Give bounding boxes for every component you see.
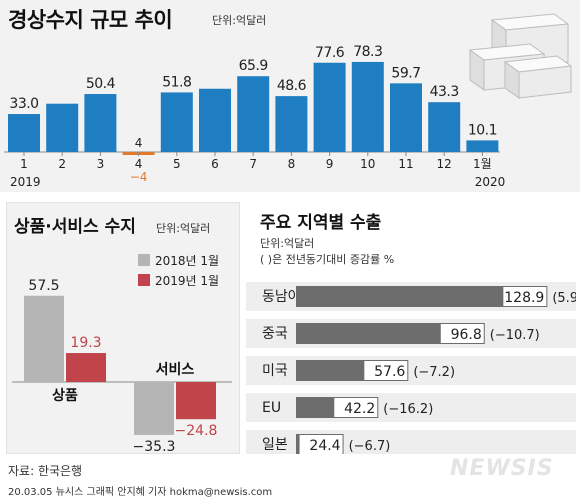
bar-value-label: −24.8 [175, 423, 218, 439]
x-tick-label: 8 [288, 157, 296, 171]
x-tick-label: 1 [20, 157, 28, 171]
region-label: 중국 [262, 326, 288, 342]
bar-month-2 [46, 103, 79, 152]
x-tick-label: 10 [360, 157, 375, 171]
bar-month-11 [390, 83, 422, 152]
panel-title: 주요 지역별 수출 [260, 213, 382, 233]
value-label: 51.8 [162, 74, 191, 90]
x-tick-label: 9 [326, 157, 334, 171]
value-box [299, 435, 343, 454]
category-label: 서비스 [156, 362, 195, 378]
bar-month-8 [275, 96, 308, 152]
bar-month-9 [313, 62, 346, 153]
x-tick-label: 7 [249, 157, 257, 171]
credit-line: 20.03.05 뉴시스 그래픽 안지혜 기자 hokma@newsis.com [8, 487, 273, 498]
region-label: 일본 [262, 437, 288, 453]
x-tick-label: 6 [211, 157, 219, 171]
legend-label: 2019년 1월 [155, 274, 219, 288]
bar-month-7 [237, 76, 270, 152]
bar-서비스-1 [176, 382, 216, 420]
region-label: 미국 [262, 363, 288, 379]
panel-note: ( )은 전년동기대비 증감률 % [260, 253, 394, 266]
value-label: 77.6 [315, 45, 345, 61]
bar-서비스-0 [134, 382, 174, 435]
bar-month-13 [466, 140, 499, 152]
bar-month-10 [351, 61, 384, 152]
bar-month-5 [160, 92, 193, 152]
bar-month-6 [199, 88, 231, 152]
export-value-label: 57.6 [374, 364, 405, 380]
bar-month-3 [84, 94, 117, 152]
change-label: (−6.7) [349, 439, 391, 454]
export-bar-1 [296, 323, 485, 344]
year-label: 2019 [10, 175, 41, 189]
newsis-logo: NEWSIS [450, 456, 554, 481]
category-label: 상품 [52, 388, 78, 404]
bar-value-label: −35.3 [133, 439, 176, 454]
export-bar-0 [296, 286, 548, 307]
panel-unit: 단위:억달러 [260, 237, 314, 250]
value-box [440, 324, 484, 343]
bar-value-label: 57.5 [28, 278, 59, 294]
main-unit: 단위:억달러 [212, 14, 267, 27]
value-label: 48.6 [277, 78, 307, 94]
x-tick-label: 11 [398, 157, 413, 171]
value-label: 65.9 [239, 58, 268, 74]
change-label: (−7.2) [413, 365, 455, 380]
value-label: 33.0 [9, 96, 38, 112]
export-value-label: 96.8 [451, 327, 482, 343]
value-box [334, 398, 378, 417]
value-box [364, 361, 408, 380]
value-label: 10.1 [468, 122, 497, 138]
x-tick-label: 2 [58, 157, 66, 171]
value-label: 50.4 [86, 76, 116, 92]
x-tick-label: 12 [437, 157, 452, 171]
legend-swatch [138, 274, 150, 286]
value-box [503, 287, 547, 306]
money-boxes-illustration [468, 13, 573, 99]
x-tick-label: 5 [173, 157, 181, 171]
bar-month-1 [8, 114, 40, 152]
legend-label: 2018년 1월 [155, 254, 219, 268]
bar-상품-0 [24, 295, 64, 382]
x-tick-label: 3 [97, 157, 105, 171]
value-label: 4 [135, 136, 143, 150]
x-tick-label: 1월 [473, 157, 492, 171]
bar-month-12 [428, 102, 461, 152]
panel-unit: 단위:억달러 [156, 222, 210, 235]
row-background [246, 430, 576, 454]
bar-상품-1 [66, 353, 106, 382]
panel-title: 상품·서비스 수지 [14, 217, 136, 237]
region-label: EU [262, 400, 281, 416]
export-value-label: 128.9 [504, 290, 544, 306]
value-label: 78.3 [353, 44, 382, 60]
year-label: 2020 [475, 175, 506, 189]
change-label: (−16.2) [383, 402, 433, 417]
legend-swatch [138, 254, 150, 266]
value-label: −4 [130, 170, 148, 184]
box-front [518, 65, 572, 99]
change-label: (−10.7) [490, 328, 540, 343]
export-value-label: 24.4 [309, 438, 340, 454]
x-tick-label: 4 [135, 157, 143, 171]
change-label: (5.9%) [552, 291, 576, 306]
export-value-label: 42.2 [344, 401, 375, 417]
goods-services-chart: 상품·서비스 수지 단위:억달러 2018년 1월 2019년 1월 57.5 19.3 상… [12, 217, 232, 454]
bar-value-label: 19.3 [70, 335, 101, 351]
source-note: 자료: 한국은행 [8, 464, 83, 478]
region-label: 동남아 [262, 289, 301, 305]
value-label: 43.3 [430, 84, 459, 100]
main-title: 경상수지 규모 추이 [8, 8, 173, 32]
value-label: 59.7 [391, 65, 420, 81]
row-background [246, 356, 576, 385]
